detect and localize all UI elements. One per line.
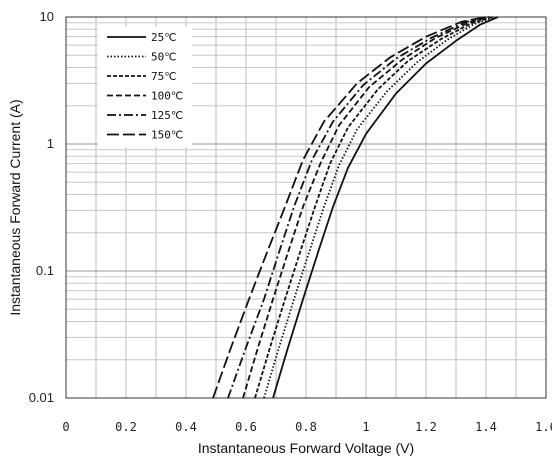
series-group: [212, 16, 499, 399]
legend-box: [98, 27, 192, 147]
legend-label: 25℃: [151, 31, 177, 44]
x-axis-label: Instantaneous Forward Voltage (V): [198, 440, 414, 456]
y-axis-label: Instantaneous Forward Current (A): [7, 99, 23, 315]
x-tick-label: 1: [362, 420, 369, 434]
legend: 25℃ 50℃ 75℃ 100℃ 125℃ 150℃: [98, 27, 192, 147]
x-tick-label: 0.2: [115, 420, 137, 434]
x-tick-label: 1.4: [475, 420, 497, 434]
series-line: [263, 16, 496, 399]
y-tick-label: 0.1: [36, 263, 54, 278]
x-tick-label: 0.4: [175, 420, 197, 434]
series-line: [254, 16, 493, 399]
y-tick-label: 10: [40, 9, 54, 24]
x-tick-label: 0.8: [295, 420, 317, 434]
legend-label: 75℃: [151, 70, 177, 83]
x-tick-label: 1.2: [415, 420, 437, 434]
grid: [66, 17, 546, 398]
x-tick-label: 1.6: [535, 420, 552, 434]
legend-label: 100℃: [151, 90, 183, 103]
series-line: [242, 16, 490, 399]
series-line: [272, 16, 499, 399]
x-tick-label: 0.6: [235, 420, 257, 434]
legend-label: 125℃: [151, 109, 183, 122]
y-tick-label: 0.01: [29, 390, 54, 405]
axis-ticks: 0 0.2 0.4 0.6 0.8 1 1.2 1.4 1.6 0.01 0.1 1 10: [29, 9, 552, 434]
series-line: [212, 16, 487, 399]
series-line: [227, 16, 487, 399]
y-tick-label: 1: [47, 136, 54, 151]
x-tick-label: 0: [62, 420, 69, 434]
legend-label: 50℃: [151, 51, 177, 64]
plot-frame: [65, 16, 547, 399]
legend-label: 150℃: [151, 129, 183, 142]
